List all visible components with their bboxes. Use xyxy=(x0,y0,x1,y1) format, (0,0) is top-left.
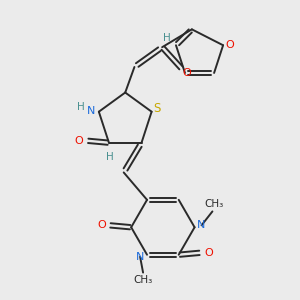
Text: O: O xyxy=(204,248,213,258)
Text: N: N xyxy=(136,252,144,262)
Text: O: O xyxy=(97,220,106,230)
Text: O: O xyxy=(75,136,84,146)
Text: CH₃: CH₃ xyxy=(134,275,153,286)
Text: O: O xyxy=(183,68,191,78)
Text: O: O xyxy=(226,40,234,50)
Text: H: H xyxy=(106,152,114,162)
Text: S: S xyxy=(153,102,160,115)
Text: CH₃: CH₃ xyxy=(205,200,224,209)
Text: N: N xyxy=(197,220,206,230)
Text: H: H xyxy=(77,102,85,112)
Text: N: N xyxy=(87,106,95,116)
Text: H: H xyxy=(163,33,171,43)
